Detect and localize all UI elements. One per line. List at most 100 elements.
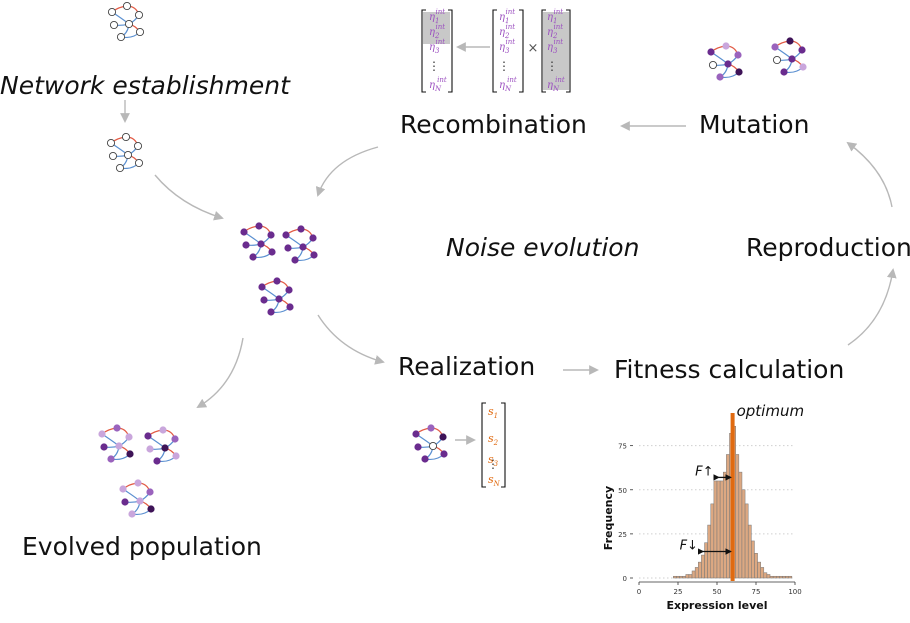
histogram-bar bbox=[698, 561, 702, 579]
network-node bbox=[116, 32, 126, 42]
histogram-bar bbox=[751, 540, 755, 579]
eta-subscript: 2 bbox=[504, 32, 510, 40]
network-node bbox=[98, 430, 106, 438]
network-node bbox=[249, 253, 257, 261]
network-node bbox=[113, 424, 121, 432]
network-node bbox=[144, 432, 152, 440]
histogram-bar bbox=[741, 489, 746, 579]
s-entry-2: s2 bbox=[488, 432, 499, 447]
eta-subscript: 1 bbox=[505, 17, 509, 25]
eta-superscript: int bbox=[435, 8, 445, 16]
network-node bbox=[240, 228, 248, 236]
histogram-bar bbox=[722, 471, 727, 579]
network-glyphs bbox=[98, 1, 807, 518]
histogram-bar bbox=[776, 575, 780, 579]
network-node bbox=[108, 151, 118, 161]
network-node bbox=[786, 37, 794, 45]
network-node bbox=[297, 225, 305, 233]
network-node bbox=[291, 256, 299, 264]
mutation-network-1 bbox=[707, 42, 743, 81]
network-node bbox=[427, 424, 435, 432]
network-node bbox=[412, 430, 420, 438]
histogram-bar bbox=[704, 542, 708, 579]
histogram-bar bbox=[719, 480, 724, 579]
network-establishment-label: Network establishment bbox=[0, 71, 290, 100]
network-node bbox=[242, 241, 250, 249]
eta-subscript: 2 bbox=[434, 32, 440, 40]
network-node bbox=[128, 510, 136, 518]
network-node bbox=[161, 444, 169, 452]
network-node bbox=[100, 443, 108, 451]
network-node bbox=[125, 433, 133, 441]
histogram-bar bbox=[701, 554, 705, 579]
arrow-fitness-to-reproduction bbox=[847, 268, 897, 346]
s-dots: ⋮ bbox=[487, 457, 499, 471]
x-tick-label: 75 bbox=[752, 588, 761, 596]
network-node bbox=[421, 455, 429, 463]
s-entry-1: s1 bbox=[488, 405, 498, 420]
network-node bbox=[123, 150, 133, 160]
network-node bbox=[414, 443, 422, 451]
s-subscript: 1 bbox=[494, 412, 498, 420]
eta-mid-entry-N: ηNint bbox=[499, 76, 517, 93]
y-tick-label: 0 bbox=[623, 575, 627, 583]
population-network-2 bbox=[282, 225, 318, 264]
network-node bbox=[282, 231, 290, 239]
network-node bbox=[267, 308, 275, 316]
histogram-bar bbox=[766, 574, 771, 579]
network-node bbox=[122, 1, 132, 11]
eta-superscript: int bbox=[435, 38, 445, 46]
histogram-bar bbox=[782, 575, 786, 579]
network-node bbox=[147, 505, 155, 513]
network-node bbox=[135, 27, 145, 37]
network-node bbox=[716, 73, 724, 81]
arrow-population-to-realization bbox=[317, 314, 385, 365]
s-entry-N: sN bbox=[488, 473, 501, 488]
reproduction-label: Reproduction bbox=[746, 233, 910, 262]
s-vector: s1 s2 s3⋮ sN bbox=[481, 402, 506, 488]
histogram-bar bbox=[772, 575, 777, 579]
histogram-bar bbox=[747, 524, 752, 579]
network-node bbox=[284, 244, 292, 252]
eta-subscript: 3 bbox=[505, 47, 510, 55]
s-entry-3: s3 bbox=[488, 453, 499, 468]
eta-subscript: 1 bbox=[553, 17, 557, 25]
histogram-bar bbox=[763, 572, 768, 579]
network-node bbox=[708, 60, 718, 70]
histogram-bar bbox=[788, 575, 793, 579]
eta-mid-dots: ⋮ bbox=[498, 59, 510, 73]
histogram-bar bbox=[685, 574, 690, 579]
network-node bbox=[115, 442, 123, 450]
eta-subscript: N bbox=[504, 85, 512, 93]
network-node bbox=[136, 497, 144, 505]
optimum-label: optimum bbox=[737, 402, 804, 420]
s-subscript: 3 bbox=[494, 460, 499, 468]
network-node bbox=[106, 138, 116, 148]
eta-subscript: N bbox=[434, 85, 442, 93]
network-node bbox=[780, 68, 788, 76]
evolved-network-2 bbox=[144, 426, 180, 465]
x-axis-label: Expression level bbox=[666, 599, 767, 612]
y-tick-label: 25 bbox=[618, 531, 627, 539]
network-node bbox=[107, 455, 115, 463]
network-node bbox=[109, 20, 119, 30]
network-node bbox=[267, 231, 275, 239]
noise-evolution-label: Noise evolution bbox=[446, 233, 640, 262]
network-node bbox=[107, 7, 117, 17]
x-tick-label: 50 bbox=[713, 588, 722, 596]
s-vector-bracket bbox=[481, 402, 506, 488]
network-node bbox=[172, 452, 180, 460]
x-tick-label: 25 bbox=[674, 588, 683, 596]
network-established bbox=[106, 132, 144, 173]
histogram-bar bbox=[676, 575, 680, 579]
histogram-bar bbox=[679, 575, 683, 579]
network-node bbox=[134, 479, 142, 487]
y-axis-label: Frequency bbox=[602, 486, 615, 550]
network-node bbox=[121, 498, 129, 506]
population-network-3 bbox=[258, 277, 294, 316]
eta-subscript: 1 bbox=[435, 17, 439, 25]
population-network-1 bbox=[240, 222, 276, 261]
eta-vector-right-fill bbox=[543, 12, 569, 90]
eta-vector-mid-bracket bbox=[492, 9, 524, 93]
